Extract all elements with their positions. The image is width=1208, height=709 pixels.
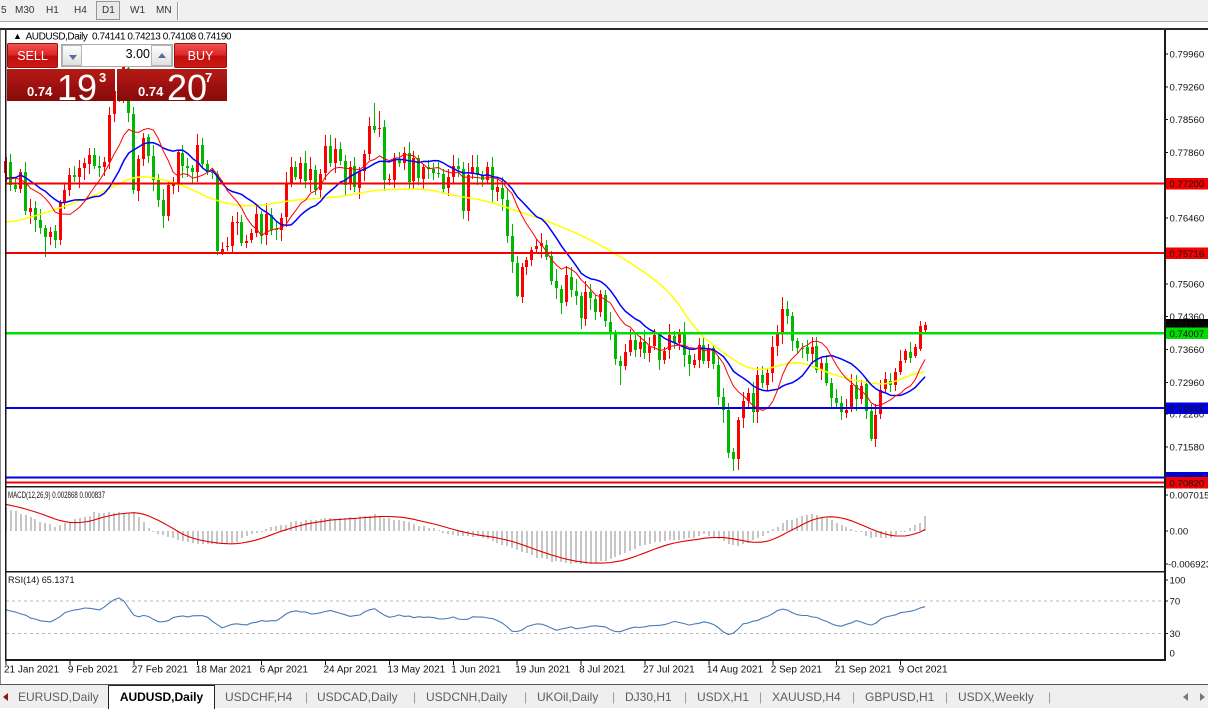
svg-text:RSI(14) 65.1371: RSI(14) 65.1371: [8, 575, 75, 585]
svg-text:0.74007: 0.74007: [1170, 329, 1205, 340]
svg-text:9 Feb 2021: 9 Feb 2021: [68, 665, 119, 676]
svg-text:1 Jun 2021: 1 Jun 2021: [451, 665, 501, 676]
svg-text:0.00: 0.00: [1170, 527, 1189, 538]
svg-text:0.77860: 0.77860: [1170, 148, 1205, 159]
svg-text:0.70820: 0.70820: [1170, 479, 1205, 490]
svg-text:19 Jun 2021: 19 Jun 2021: [515, 665, 570, 676]
svg-text:27 Feb 2021: 27 Feb 2021: [132, 665, 189, 676]
svg-text:0.72411: 0.72411: [1170, 404, 1204, 415]
svg-text:-0.006923: -0.006923: [1168, 560, 1208, 571]
svg-text:0.77200: 0.77200: [1170, 179, 1205, 190]
svg-text:14 Aug 2021: 14 Aug 2021: [707, 665, 764, 676]
svg-text:2 Sep 2021: 2 Sep 2021: [771, 665, 823, 676]
svg-text:13 May 2021: 13 May 2021: [387, 665, 445, 676]
svg-text:24 Apr 2021: 24 Apr 2021: [324, 665, 378, 676]
svg-text:9 Oct 2021: 9 Oct 2021: [899, 665, 948, 676]
svg-text:0.75716: 0.75716: [1170, 249, 1205, 260]
svg-text:21 Jan 2021: 21 Jan 2021: [4, 665, 59, 676]
svg-text:0.71580: 0.71580: [1170, 443, 1205, 454]
svg-text:0.73660: 0.73660: [1170, 345, 1205, 356]
svg-text:27 Jul 2021: 27 Jul 2021: [643, 665, 695, 676]
svg-text:0.78560: 0.78560: [1170, 115, 1205, 126]
svg-text:0.79960: 0.79960: [1170, 50, 1205, 61]
svg-text:0.007015: 0.007015: [1170, 491, 1208, 502]
svg-text:0.76460: 0.76460: [1170, 214, 1205, 225]
svg-text:0.79260: 0.79260: [1170, 82, 1205, 93]
svg-text:30: 30: [1170, 629, 1181, 640]
svg-text:MACD(12,26,9) 0.002868 0.00083: MACD(12,26,9) 0.002868 0.000837: [8, 490, 105, 500]
svg-text:21 Sep 2021: 21 Sep 2021: [835, 665, 892, 676]
svg-text:0.72960: 0.72960: [1170, 378, 1205, 389]
svg-text:6 Apr 2021: 6 Apr 2021: [260, 665, 309, 676]
svg-text:0: 0: [1170, 649, 1175, 660]
svg-text:70: 70: [1170, 596, 1181, 607]
svg-text:18 Mar 2021: 18 Mar 2021: [196, 665, 253, 676]
svg-text:0.75060: 0.75060: [1170, 279, 1205, 290]
svg-text:100: 100: [1170, 576, 1186, 587]
svg-text:8 Jul 2021: 8 Jul 2021: [579, 665, 626, 676]
